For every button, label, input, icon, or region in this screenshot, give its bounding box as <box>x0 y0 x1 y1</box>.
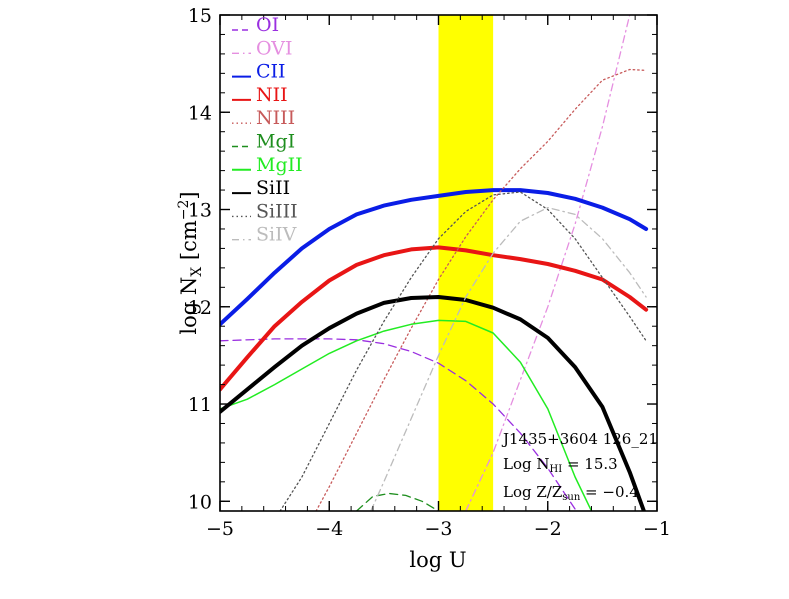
y-tick-label: 13 <box>188 200 212 222</box>
y-tick-label: 14 <box>188 102 212 124</box>
legend-label-oi: OI <box>256 14 279 36</box>
series-line-siiv <box>370 206 647 511</box>
legend-label-niii: NIII <box>256 107 295 129</box>
legend-label-mgi: MgI <box>256 131 295 153</box>
x-tick-label: −4 <box>315 518 343 540</box>
series-line-siiii <box>279 191 647 511</box>
series-layer <box>220 15 649 511</box>
series-line-ovi <box>465 15 631 511</box>
annotation-line2: Log NHI = 15.3 <box>503 455 618 475</box>
annotation: J1435+3604 126_21 Log NHI = 15.3 Log Z/Z… <box>501 430 658 503</box>
legend-label-ovi: OVI <box>256 37 292 59</box>
series-line-mgii <box>220 319 593 511</box>
legend-label-siii: SiII <box>256 177 290 199</box>
series-line-siii <box>220 295 646 511</box>
highlight-band-layer <box>438 15 494 511</box>
legend-label-cii: CII <box>256 61 286 83</box>
x-tick-label: −3 <box>424 518 452 540</box>
series-line-nii <box>220 245 649 392</box>
legend-label-siiv: SiIV <box>256 224 297 246</box>
series-line-niii <box>315 68 647 511</box>
annotation-line1: J1435+3604 126_21 <box>501 430 658 448</box>
series-line-cii <box>220 188 649 327</box>
y-tick-label: 11 <box>188 394 212 416</box>
x-tick-label: −5 <box>206 518 234 540</box>
x-tick-label: −1 <box>643 518 671 540</box>
legend-label-nii: NII <box>256 84 288 106</box>
y-tick-label: 15 <box>188 5 212 27</box>
y-tick-label: 12 <box>188 297 212 319</box>
x-tick-label: −2 <box>534 518 562 540</box>
annotation-line3: Log Z/Zsun = −0.4 <box>503 483 639 503</box>
y-tick-label: 10 <box>188 491 212 513</box>
highlight-band <box>438 15 494 511</box>
legend-label-siiii: SiIII <box>256 200 298 222</box>
y-axis-title: log NX [cm−2] <box>176 191 205 334</box>
series-line-oi <box>220 338 576 510</box>
x-axis-title: log U <box>409 548 466 572</box>
series-line-mgi <box>355 492 440 511</box>
legend-label-mgii: MgII <box>256 154 303 176</box>
tick-layer: −5 −4 −3 −2 −1 10 11 12 13 14 15 <box>188 5 671 540</box>
